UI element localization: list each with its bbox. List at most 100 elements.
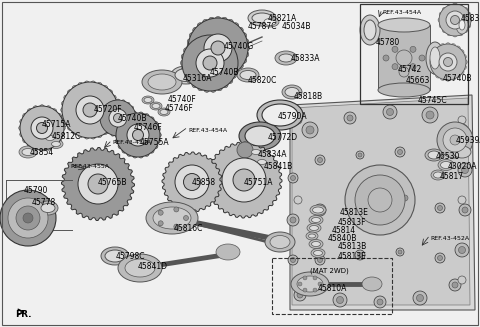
Circle shape xyxy=(23,113,28,118)
Ellipse shape xyxy=(307,223,321,232)
Circle shape xyxy=(144,113,149,119)
Circle shape xyxy=(216,85,222,91)
Circle shape xyxy=(318,282,322,286)
Circle shape xyxy=(46,145,51,150)
Circle shape xyxy=(88,174,108,194)
Text: 45742: 45742 xyxy=(398,65,422,74)
Circle shape xyxy=(114,108,119,112)
Circle shape xyxy=(183,72,190,78)
Circle shape xyxy=(33,106,38,111)
Circle shape xyxy=(39,146,45,151)
Ellipse shape xyxy=(43,133,57,143)
Circle shape xyxy=(455,243,469,257)
Circle shape xyxy=(288,255,298,265)
Circle shape xyxy=(181,54,187,60)
Circle shape xyxy=(243,39,249,45)
Ellipse shape xyxy=(142,70,182,94)
Circle shape xyxy=(116,133,120,137)
Ellipse shape xyxy=(248,10,276,26)
Text: FR.: FR. xyxy=(15,310,32,319)
Circle shape xyxy=(52,142,57,147)
Circle shape xyxy=(59,119,64,124)
Circle shape xyxy=(192,63,199,69)
Circle shape xyxy=(294,289,306,301)
Text: 45787C: 45787C xyxy=(248,22,277,31)
Circle shape xyxy=(76,96,104,124)
Text: 45841D: 45841D xyxy=(138,262,168,271)
Circle shape xyxy=(72,129,77,134)
Circle shape xyxy=(121,132,125,136)
Circle shape xyxy=(113,114,119,119)
Circle shape xyxy=(216,35,222,41)
Circle shape xyxy=(450,135,460,145)
Ellipse shape xyxy=(262,104,298,126)
Ellipse shape xyxy=(158,108,170,116)
Ellipse shape xyxy=(237,68,259,82)
Ellipse shape xyxy=(312,207,324,213)
Circle shape xyxy=(187,43,193,48)
Circle shape xyxy=(243,45,250,51)
Text: 45837B: 45837B xyxy=(461,14,480,23)
Circle shape xyxy=(183,48,190,54)
Circle shape xyxy=(144,151,149,156)
Circle shape xyxy=(464,8,468,11)
Circle shape xyxy=(396,248,404,256)
Circle shape xyxy=(436,73,441,78)
Circle shape xyxy=(204,86,210,92)
Ellipse shape xyxy=(378,18,430,32)
Circle shape xyxy=(181,66,187,72)
Circle shape xyxy=(156,127,160,132)
Circle shape xyxy=(204,34,232,62)
Text: 45854: 45854 xyxy=(30,148,54,157)
Ellipse shape xyxy=(257,160,266,164)
Circle shape xyxy=(358,198,362,202)
Circle shape xyxy=(410,46,416,52)
Circle shape xyxy=(68,90,72,95)
Circle shape xyxy=(461,166,468,174)
Circle shape xyxy=(197,23,203,29)
Circle shape xyxy=(383,105,397,119)
Ellipse shape xyxy=(265,232,295,252)
Ellipse shape xyxy=(150,102,162,110)
Ellipse shape xyxy=(46,135,55,141)
Ellipse shape xyxy=(459,20,465,30)
Circle shape xyxy=(396,50,412,66)
Ellipse shape xyxy=(309,234,315,238)
Circle shape xyxy=(397,149,403,154)
Circle shape xyxy=(91,134,96,139)
Ellipse shape xyxy=(264,19,276,26)
Circle shape xyxy=(468,18,472,22)
Ellipse shape xyxy=(311,249,325,257)
Circle shape xyxy=(459,4,463,8)
Text: 45755A: 45755A xyxy=(140,138,169,147)
Ellipse shape xyxy=(313,250,323,255)
Circle shape xyxy=(156,132,161,137)
Circle shape xyxy=(333,293,347,307)
Circle shape xyxy=(115,132,120,137)
Circle shape xyxy=(187,51,193,57)
Circle shape xyxy=(458,276,466,284)
Ellipse shape xyxy=(312,242,321,247)
Circle shape xyxy=(345,165,415,235)
Text: 45834A: 45834A xyxy=(258,150,288,159)
Text: REF.43-455A: REF.43-455A xyxy=(70,164,109,169)
Circle shape xyxy=(430,54,434,59)
Circle shape xyxy=(290,217,296,223)
Ellipse shape xyxy=(38,201,58,215)
Polygon shape xyxy=(206,142,282,218)
Ellipse shape xyxy=(240,71,256,79)
Ellipse shape xyxy=(22,148,34,156)
Circle shape xyxy=(33,145,38,150)
Ellipse shape xyxy=(282,85,302,99)
Ellipse shape xyxy=(378,83,430,97)
Circle shape xyxy=(237,27,243,33)
Circle shape xyxy=(221,73,228,79)
Ellipse shape xyxy=(297,276,323,292)
Circle shape xyxy=(447,32,451,36)
Circle shape xyxy=(61,108,66,112)
Circle shape xyxy=(138,112,144,117)
Circle shape xyxy=(108,90,112,95)
Circle shape xyxy=(20,119,25,124)
Ellipse shape xyxy=(101,247,129,265)
Circle shape xyxy=(355,250,365,260)
